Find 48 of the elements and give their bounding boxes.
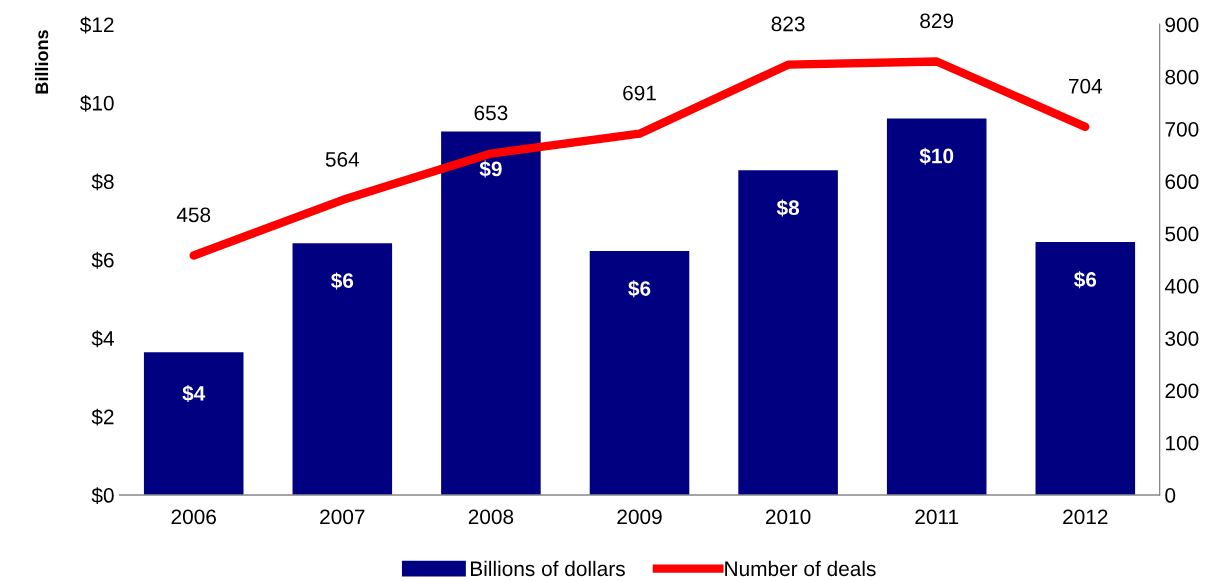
y2-tick-label: 100 xyxy=(1166,435,1199,451)
data-label: $6 xyxy=(1073,271,1097,289)
y2-tick-label: 800 xyxy=(1165,69,1199,85)
y-tick-label: $6 xyxy=(91,251,114,269)
data-label: $8 xyxy=(776,199,800,217)
data-label: 704 xyxy=(1068,78,1103,94)
data-label: $6 xyxy=(330,272,354,290)
bar xyxy=(292,243,393,496)
x-tick-label: 2007 xyxy=(320,509,365,525)
y2-tick-label: 900 xyxy=(1165,17,1199,33)
legend-label: Number of deals xyxy=(725,560,876,577)
y-tick-label: $8 xyxy=(91,173,114,191)
x-tick-label: 2009 xyxy=(617,509,662,525)
legend-label: Billions of dollars xyxy=(471,560,625,577)
bar xyxy=(143,352,244,496)
y2-tick-label: 500 xyxy=(1165,226,1199,242)
bar xyxy=(589,251,690,496)
y2-tick-label: 0 xyxy=(1165,488,1176,503)
y2-tick-label: 700 xyxy=(1165,121,1199,137)
y-tick-label: $4 xyxy=(91,330,114,348)
data-label: 653 xyxy=(474,105,508,121)
bar xyxy=(1035,242,1136,496)
x-tick-label: 2011 xyxy=(915,509,959,525)
y2-tick-label: 400 xyxy=(1164,278,1199,294)
y2-tick-label: 600 xyxy=(1165,174,1199,190)
x-tick-label: 2006 xyxy=(171,509,216,525)
data-label: 691 xyxy=(623,85,656,101)
data-label: 829 xyxy=(920,13,954,29)
y-tick-label: $2 xyxy=(91,408,114,426)
bar xyxy=(886,118,987,496)
data-label: $10 xyxy=(919,147,954,165)
y-tick-label: $0 xyxy=(91,487,114,505)
data-label: 823 xyxy=(771,16,805,32)
y2-tick-label: 300 xyxy=(1165,331,1199,346)
bar xyxy=(738,170,838,496)
data-label: 564 xyxy=(325,152,360,167)
x-tick-label: 2010 xyxy=(765,509,811,525)
data-label: $4 xyxy=(182,385,206,403)
y-axis-title: Billions xyxy=(34,30,49,94)
y-tick-label: $10 xyxy=(80,94,114,112)
y-tick-label: $12 xyxy=(80,16,114,34)
bar xyxy=(441,131,541,496)
y2-tick-label: 200 xyxy=(1165,383,1199,399)
data-label: $9 xyxy=(479,160,502,178)
data-label: 458 xyxy=(176,207,211,223)
data-label: $6 xyxy=(628,280,651,298)
x-tick-label: 2012 xyxy=(1063,509,1108,525)
x-tick-label: 2008 xyxy=(468,509,514,525)
